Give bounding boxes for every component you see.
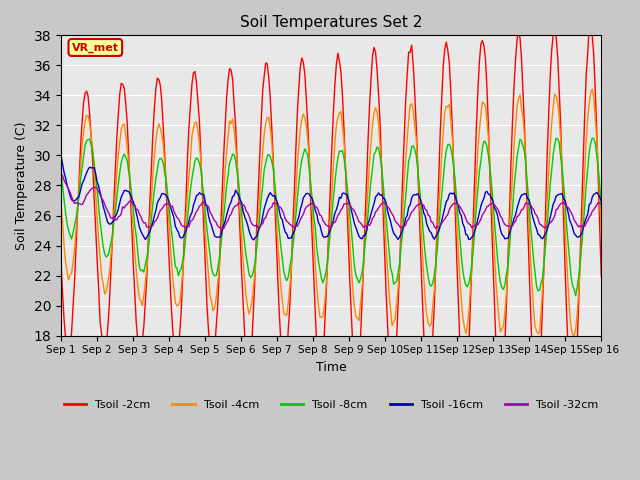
Text: VR_met: VR_met (72, 42, 119, 53)
Y-axis label: Soil Temperature (C): Soil Temperature (C) (15, 121, 28, 250)
Legend: Tsoil -2cm, Tsoil -4cm, Tsoil -8cm, Tsoil -16cm, Tsoil -32cm: Tsoil -2cm, Tsoil -4cm, Tsoil -8cm, Tsoi… (60, 395, 603, 414)
Title: Soil Temperatures Set 2: Soil Temperatures Set 2 (240, 15, 422, 30)
X-axis label: Time: Time (316, 361, 346, 374)
